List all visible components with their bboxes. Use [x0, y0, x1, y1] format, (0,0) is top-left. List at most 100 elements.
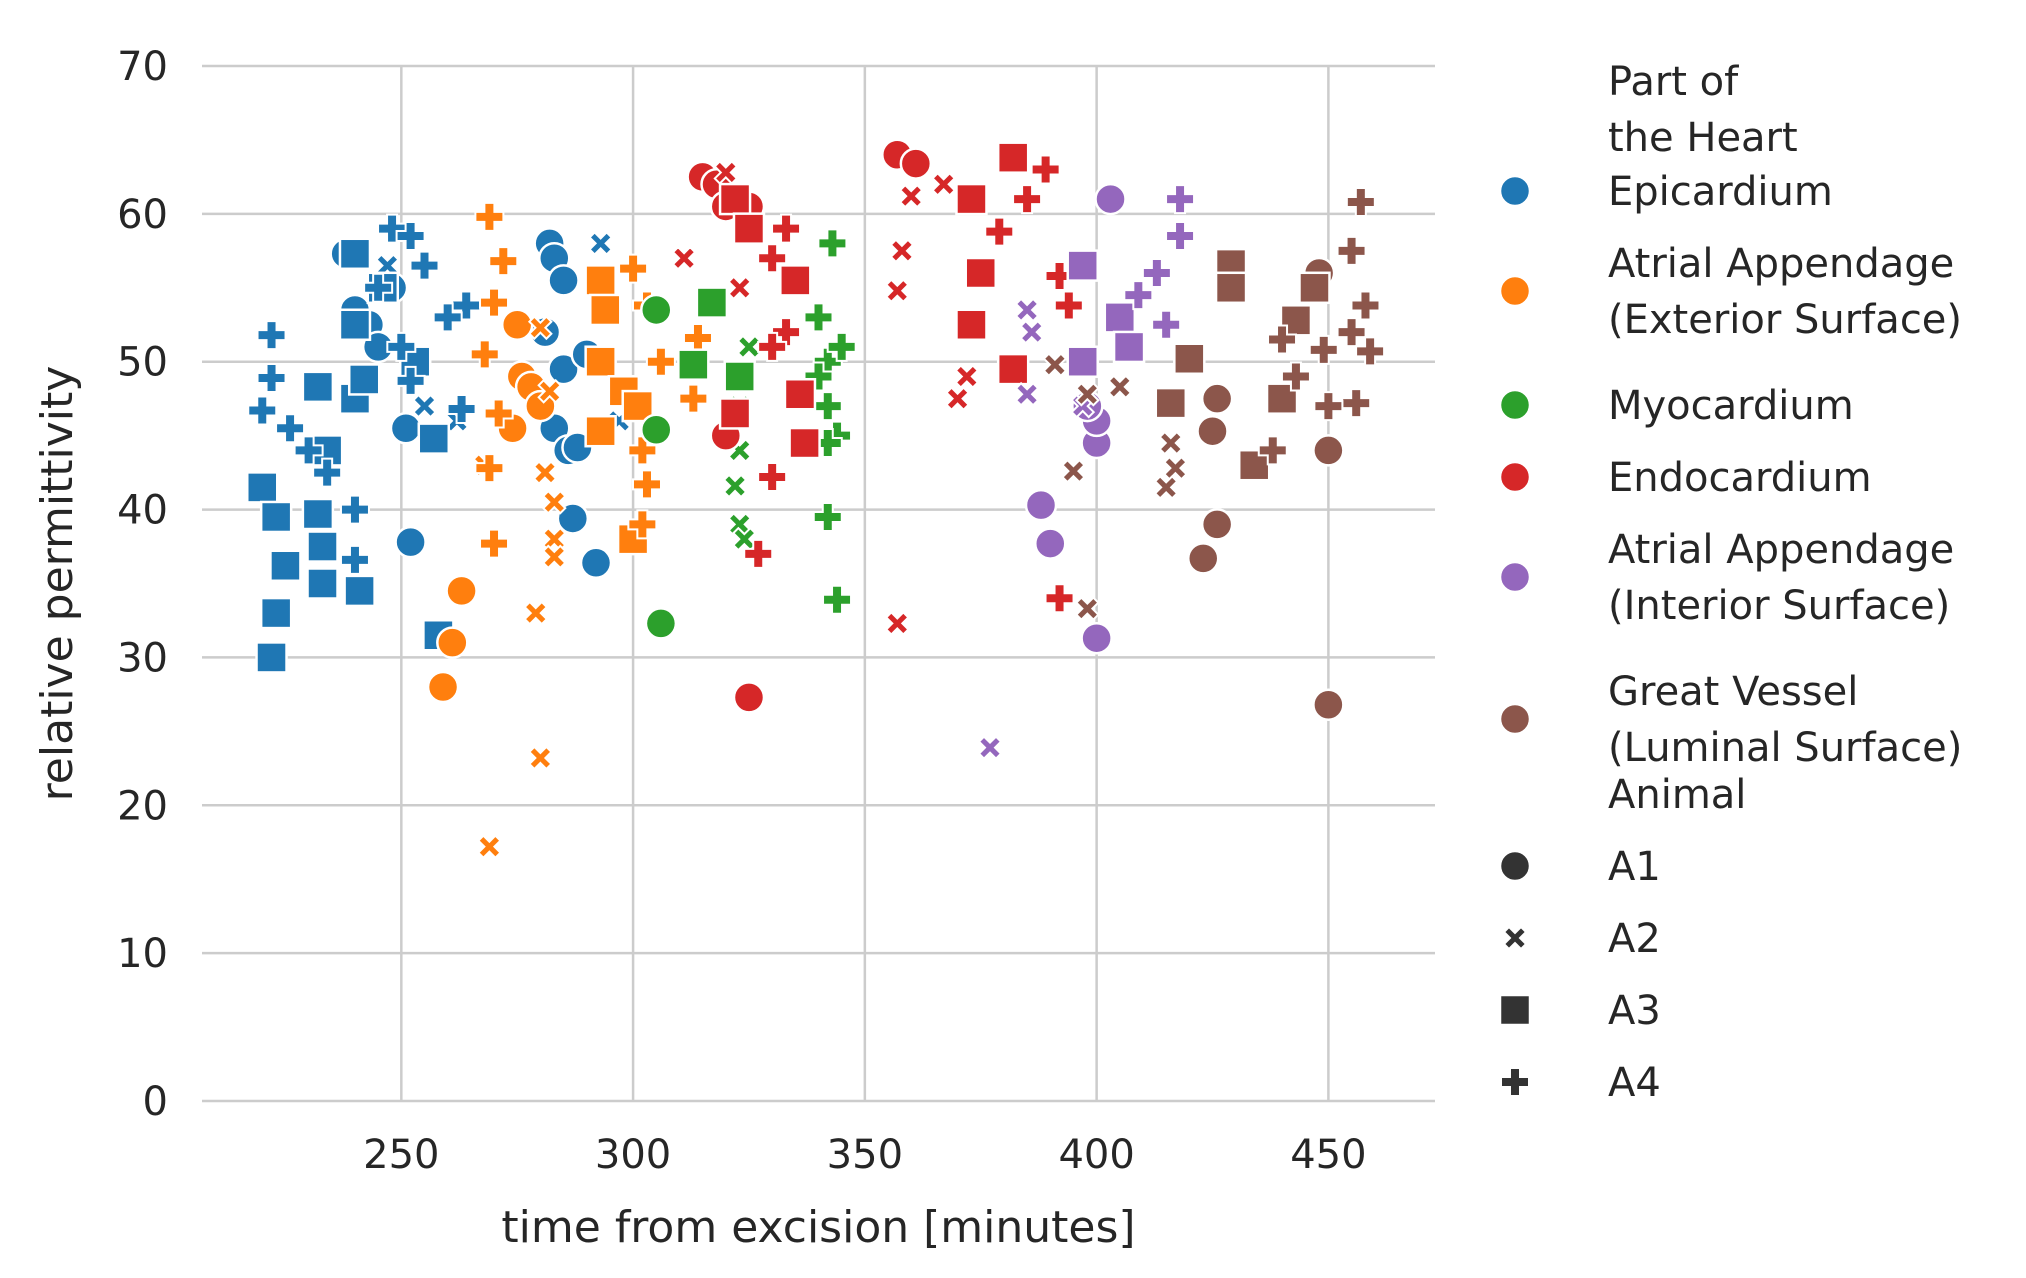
data-point: [541, 544, 567, 570]
data-point: [256, 362, 287, 393]
data-point: [977, 735, 1003, 761]
data-point: [584, 264, 617, 297]
data-point: [451, 290, 482, 321]
data-point: [527, 745, 553, 771]
data-point: [1257, 435, 1288, 466]
data-point: [822, 584, 853, 615]
x-tick-label: 350: [827, 1132, 903, 1178]
data-point: [812, 391, 843, 422]
legend-entry-label: A2: [1608, 916, 1661, 962]
data-point: [736, 334, 762, 360]
data-point: [727, 275, 753, 301]
data-point: [1042, 352, 1068, 378]
data-point: [588, 231, 614, 256]
data-point: [640, 413, 673, 446]
data-point: [589, 293, 622, 327]
legend-marker: [1500, 1067, 1530, 1097]
data-point: [1014, 297, 1040, 323]
data-point: [1103, 301, 1137, 334]
data-point: [1186, 542, 1220, 575]
data-point: [671, 245, 697, 271]
data-point: [479, 287, 510, 318]
data-point: [812, 501, 843, 532]
data-point: [269, 549, 302, 583]
data-point: [1196, 414, 1229, 448]
y-tick-label: 0: [143, 1079, 168, 1125]
data-point: [964, 256, 997, 290]
data-point: [500, 308, 534, 341]
data-point: [247, 395, 278, 426]
data-point: [817, 228, 848, 259]
legend-entry-label: (Exterior Surface): [1608, 297, 1962, 343]
data-point: [301, 497, 335, 531]
data-point: [1061, 458, 1086, 484]
data-point: [1154, 386, 1188, 420]
legend-marker: [1498, 460, 1532, 494]
data-point: [644, 607, 678, 640]
data-point: [996, 141, 1030, 174]
data-point: [826, 331, 857, 362]
y-axis-label: relative permittivity: [32, 366, 83, 802]
data-point: [1019, 319, 1045, 345]
data-point: [945, 386, 970, 412]
data-point: [386, 331, 417, 362]
y-tick-label: 50: [117, 340, 168, 386]
x-tick-label: 450: [1290, 1132, 1366, 1178]
data-point: [1341, 388, 1372, 419]
data-point: [678, 383, 709, 414]
data-point: [757, 243, 788, 274]
data-point: [338, 237, 372, 271]
data-point: [1350, 290, 1381, 321]
data-point: [996, 352, 1030, 386]
y-tick-label: 20: [117, 783, 168, 829]
data-point: [1044, 260, 1075, 291]
data-point: [955, 308, 988, 341]
data-point: [771, 317, 802, 348]
data-point: [645, 346, 676, 377]
data-point: [1158, 430, 1184, 456]
y-tick-label: 70: [117, 44, 168, 90]
data-point: [275, 413, 306, 444]
data-point: [556, 502, 590, 535]
data-point: [627, 509, 658, 540]
data-point: [1355, 336, 1386, 367]
data-point: [1173, 342, 1206, 376]
legend-entry-label: A4: [1608, 1060, 1661, 1106]
data-point: [259, 596, 293, 630]
data-point: [1107, 374, 1133, 400]
data-point: [1074, 381, 1100, 407]
data-point: [1014, 381, 1040, 407]
data-point: [547, 264, 580, 297]
data-point: [541, 489, 567, 515]
data-point: [723, 360, 756, 393]
data-point: [757, 462, 788, 493]
data-point: [389, 412, 423, 445]
x-axis-label: time from excision [minutes]: [501, 1202, 1135, 1253]
data-point: [783, 377, 817, 411]
data-point: [718, 397, 752, 430]
legend-marker: [1498, 560, 1532, 594]
legend-marker: [1498, 993, 1532, 1027]
legend-marker: [1498, 849, 1532, 883]
data-point: [1313, 391, 1344, 422]
data-point: [306, 567, 339, 600]
data-point: [436, 626, 469, 659]
data-point: [255, 641, 288, 674]
data-point: [417, 422, 451, 455]
data-point: [779, 264, 812, 297]
data-point: [803, 361, 834, 392]
data-point: [713, 160, 739, 185]
data-point: [1112, 330, 1146, 364]
data-point: [1151, 309, 1182, 340]
data-point: [1165, 221, 1196, 252]
data-point: [256, 320, 287, 351]
data-point: [339, 494, 370, 525]
data-point: [695, 286, 729, 319]
x-tick-label: 250: [363, 1132, 439, 1178]
data-point: [1200, 508, 1234, 541]
data-point: [718, 182, 752, 216]
data-point: [479, 528, 510, 559]
data-point: [445, 574, 478, 608]
legend-entry-label: Myocardium: [1608, 383, 1854, 429]
data-point: [884, 611, 910, 636]
